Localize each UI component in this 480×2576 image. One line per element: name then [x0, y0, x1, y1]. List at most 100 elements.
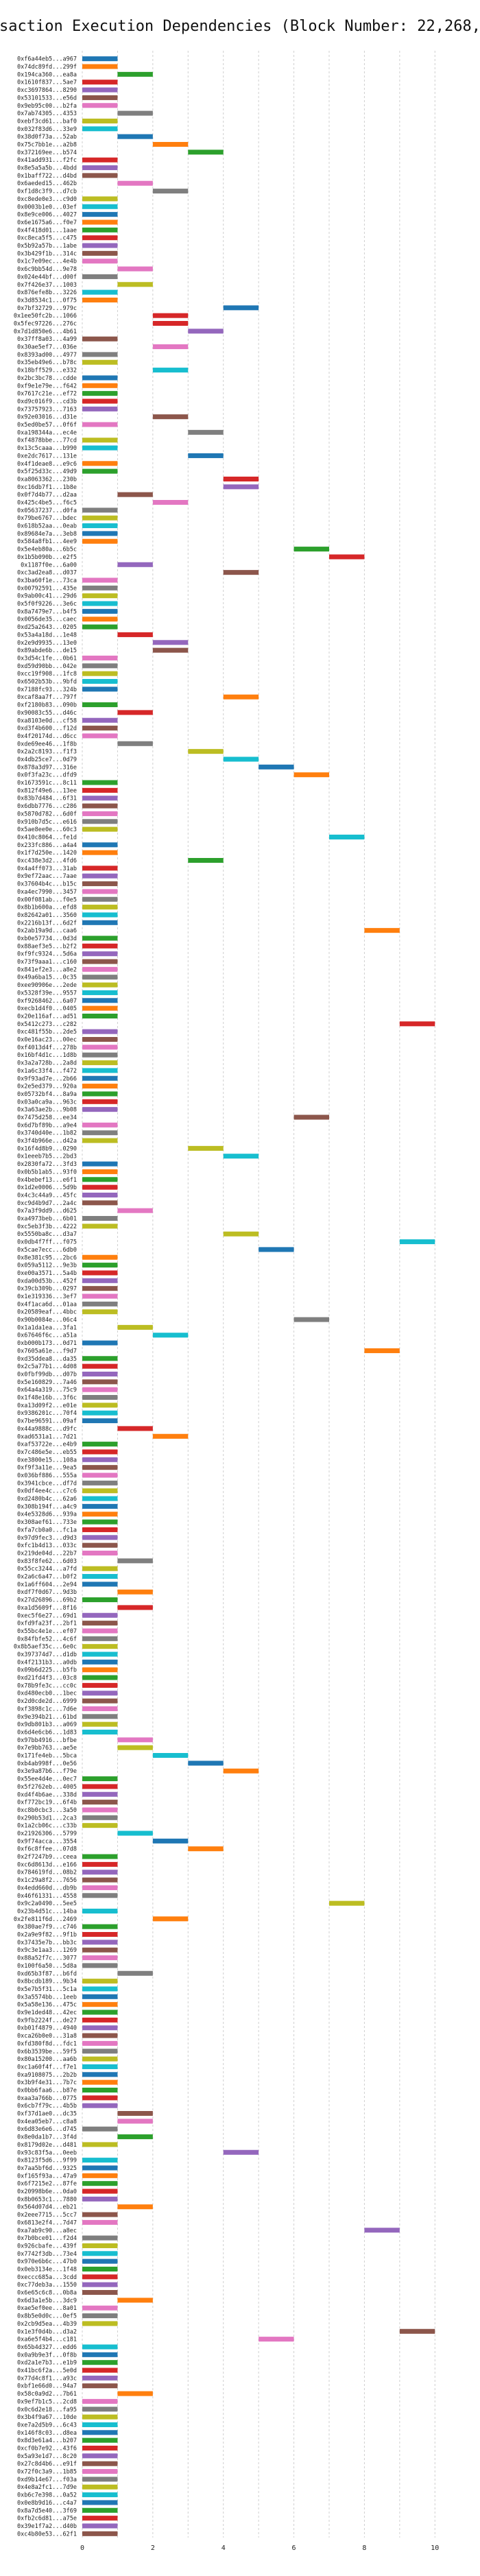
tx-hash-label: 0x27c8d4b6...e91f	[17, 2461, 77, 2468]
tx-hash-label: 0x233fc886...a4a4	[17, 842, 77, 849]
task-bar	[82, 1628, 118, 1634]
task-bar	[82, 1675, 118, 1680]
tx-hash-label: 0x05732bf4...8a9a	[17, 1091, 77, 1098]
task-bar	[82, 1503, 118, 1509]
task-bar	[82, 1029, 118, 1034]
tx-hash-label: 0x564d07d4...eb21	[17, 2204, 77, 2211]
task-bar	[82, 1084, 118, 1089]
tx-hash-label: 0x97bb4916...bfbe	[17, 1737, 77, 1744]
tx-hash-label: 0x8b1b600a...efd8	[17, 905, 77, 911]
task-bar	[152, 189, 189, 194]
tx-hash-label: 0x6d83e6e6...d745	[17, 2126, 77, 2133]
tx-hash-label: 0x9ef7b1c5...2cd8	[17, 2398, 77, 2405]
task-bar	[82, 624, 118, 630]
tx-hash-label: 0x290b53d1...2ca3	[17, 1815, 77, 1822]
tx-hash-label: 0x410c8064...fe1d	[17, 834, 77, 841]
tx-hash-label: 0x72f0c3a9...1b85	[17, 2469, 77, 2476]
task-bar	[82, 1395, 118, 1400]
task-bar	[82, 1091, 118, 1097]
task-bar	[82, 1963, 118, 1968]
tx-hash-label: 0x3740d40e...1b82	[17, 1130, 77, 1137]
tx-hash-label: 0xa4973beb...6b01	[17, 1216, 77, 1223]
tx-hash-label: 0x67646f6c...a51a	[17, 1333, 77, 1339]
task-bar	[82, 1784, 118, 1789]
task-bar	[82, 920, 118, 925]
tx-hash-label: 0x059a5112...9e3b	[17, 1263, 77, 1269]
task-bar	[82, 951, 118, 957]
task-bar	[82, 1403, 118, 1408]
tx-hash-label: 0x2830fa72...3fd3	[17, 1161, 77, 1168]
tx-hash-label: 0x2ab19a9d...caa6	[17, 928, 77, 935]
task-bar	[82, 1442, 118, 1447]
task-bar	[82, 2196, 118, 2202]
task-bar	[82, 336, 118, 342]
tx-hash-label: 0x9ef72aac...7aae	[17, 873, 77, 880]
task-bar	[82, 975, 118, 980]
task-bar	[223, 484, 259, 490]
task-bar	[82, 243, 118, 248]
tx-hash-label: 0xf165f93a...47a9	[17, 2173, 77, 2180]
tx-hash-label: 0x7617c21e...ef72	[17, 391, 77, 398]
tx-hash-label: 0xd9c016f9...cd3b	[17, 398, 77, 405]
task-bar	[82, 943, 118, 949]
tx-hash-label: 0x5f0f9226...3e6c	[17, 601, 77, 608]
tx-hash-label: 0x1c7e09ec...4e4b	[17, 259, 77, 265]
x-tick-label: 0	[80, 2544, 84, 2552]
task-bar	[188, 1145, 224, 1151]
task-bar	[82, 990, 118, 995]
tx-hash-label: 0x3a63ae2b...9b08	[17, 1107, 77, 1114]
task-bar	[82, 1706, 118, 1711]
tx-hash-label: 0x27d26896...69b2	[17, 1597, 77, 1604]
tx-hash-label: 0xd2480b4c...62a6	[17, 1496, 77, 1503]
tx-hash-label: 0x7605a61e...f9d7	[17, 1348, 77, 1355]
task-bar	[82, 1908, 118, 1914]
tx-hash-label: 0x4f1aca6d...01aa	[17, 1301, 77, 1308]
task-bar	[82, 935, 118, 941]
tx-hash-label: 0x0003b1e0...03ef	[17, 204, 77, 211]
tx-hash-label: 0xa8103e0d...cf58	[17, 717, 77, 724]
tx-hash-label: 0x80a15200...aa6b	[17, 2056, 77, 2063]
x-tick-label: 2	[151, 2544, 155, 2552]
tx-hash-label: 0xcaf8aa7f...797f	[17, 694, 77, 701]
task-bar	[82, 2219, 118, 2225]
tx-hash-label: 0x841ef2e3...a8e2	[17, 966, 77, 973]
task-bar	[82, 2274, 118, 2280]
task-bar	[152, 640, 189, 645]
tx-hash-label: 0x1a2cb06c...c33b	[17, 1823, 77, 1830]
tx-hash-label: 0xf3898c1c...7d6e	[17, 1706, 77, 1713]
task-bar	[82, 881, 118, 887]
tx-hash-label: 0x1eeeb7b5...2bd3	[17, 1154, 77, 1160]
tx-hash-label: 0x380ae7f9...c746	[17, 1924, 77, 1931]
task-bar	[82, 2002, 118, 2007]
tx-hash-label: 0xc1a60f4f...f7e1	[17, 2064, 77, 2071]
task-bar	[117, 1208, 153, 1213]
task-bar	[152, 414, 189, 420]
tx-hash-label: 0x0fbf99db...d07b	[17, 1371, 77, 1378]
task-bar	[82, 468, 118, 474]
tx-hash-label: 0xdf7f0d67...9d3b	[17, 1589, 77, 1596]
tx-hash-label: 0x3b429f1b...314c	[17, 250, 77, 257]
task-bar	[223, 476, 259, 481]
tx-hash-label: 0x9eb95c00...b2fa	[17, 103, 77, 110]
task-bar	[82, 2500, 118, 2505]
tx-hash-label: 0xe00a3571...5a4b	[17, 1270, 77, 1277]
task-bar	[329, 1900, 365, 1906]
task-bar	[82, 2040, 118, 2046]
task-bar	[117, 1605, 153, 1610]
task-bar	[82, 375, 118, 381]
task-bar	[82, 1480, 118, 1486]
task-bar	[82, 1644, 118, 1649]
tx-hash-label: 0x308aef61...733e	[17, 1519, 77, 1526]
tx-hash-label: 0x4ea05eb7...c8a8	[17, 2119, 77, 2125]
tx-hash-label: 0x0f3fa23c...dfd9	[17, 772, 77, 779]
tx-hash-label: 0x1e3f0d4b...d3a2	[17, 2328, 77, 2335]
tx-hash-label: 0x39cb309b...0297	[17, 1286, 77, 1293]
tx-hash-label: 0x2c5a77b1...4d08	[17, 1363, 77, 1370]
tx-hash-label: 0x55ee4d4e...0ec7	[17, 1776, 77, 1783]
task-bar	[82, 1200, 118, 1206]
task-bar	[82, 1286, 118, 1291]
tx-hash-label: 0xf4013d4f...278b	[17, 1045, 77, 1051]
task-bar	[82, 1387, 118, 1392]
tx-hash-label: 0x2eee7715...5cc7	[17, 2212, 77, 2219]
